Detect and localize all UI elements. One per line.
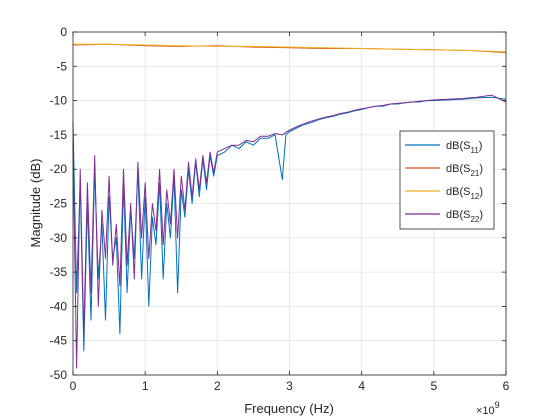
- y-tick-label: -20: [50, 162, 68, 176]
- y-tick-label: -10: [50, 94, 68, 108]
- series-line-12: [73, 43, 507, 53]
- x-tick-label: 5: [430, 379, 437, 393]
- y-tick-label: -35: [50, 265, 68, 279]
- legend-label-subscript: 22: [470, 215, 479, 224]
- legend-label-close: ): [479, 140, 483, 152]
- x-multiplier: ×109: [476, 400, 500, 417]
- x-tick-label: 1: [142, 379, 149, 393]
- legend-label-subscript: 21: [470, 169, 479, 178]
- x-multiplier-base: ×10: [476, 405, 495, 417]
- legend-label: dB(S22): [446, 209, 483, 224]
- legend-label-subscript: 11: [470, 146, 479, 155]
- y-tick-label: -30: [50, 231, 68, 245]
- legend-label-main: dB(S: [446, 163, 470, 175]
- legend-label-close: ): [479, 209, 483, 221]
- y-tick-label: -15: [50, 128, 68, 142]
- y-tick-label: -45: [50, 334, 68, 348]
- legend-box: [399, 130, 495, 230]
- series-line-22: [72, 94, 507, 369]
- x-tick-label: 4: [358, 379, 365, 393]
- legend-label: dB(S11): [446, 140, 482, 155]
- x-tick-label: 3: [286, 379, 293, 393]
- legend-label: dB(S21): [446, 163, 483, 178]
- series-layer: [72, 43, 507, 369]
- x-tick-label: 2: [214, 379, 221, 393]
- x-multiplier-exponent: 9: [495, 400, 500, 410]
- x-tick-label: 6: [503, 379, 510, 393]
- legend-label-subscript: 12: [470, 192, 479, 201]
- y-tick-label: -25: [50, 197, 68, 211]
- legend-label-main: dB(S: [446, 209, 470, 221]
- y-tick-label: 0: [60, 25, 67, 39]
- legend-label-main: dB(S: [446, 140, 470, 152]
- legend-label: dB(S12): [446, 186, 483, 201]
- y-tick-label: -5: [56, 59, 67, 73]
- legend-label-close: ): [479, 186, 483, 198]
- x-axis-label: Frequency (Hz): [244, 401, 334, 416]
- ticks: 0 1 2 3 4 5 60-5-10-15-20-25-30-35-40-45-50: [50, 25, 510, 393]
- y-axis-label: Magnitude (dB): [28, 159, 43, 248]
- legend-label-close: ): [479, 163, 483, 175]
- y-tick-label: -40: [50, 299, 68, 313]
- x-tick-label: 0: [70, 379, 77, 393]
- legend-label-main: dB(S: [446, 186, 470, 198]
- legend: dB(S11)dB(S21)dB(S12)dB(S22): [399, 130, 495, 230]
- y-tick-label: -50: [50, 368, 68, 382]
